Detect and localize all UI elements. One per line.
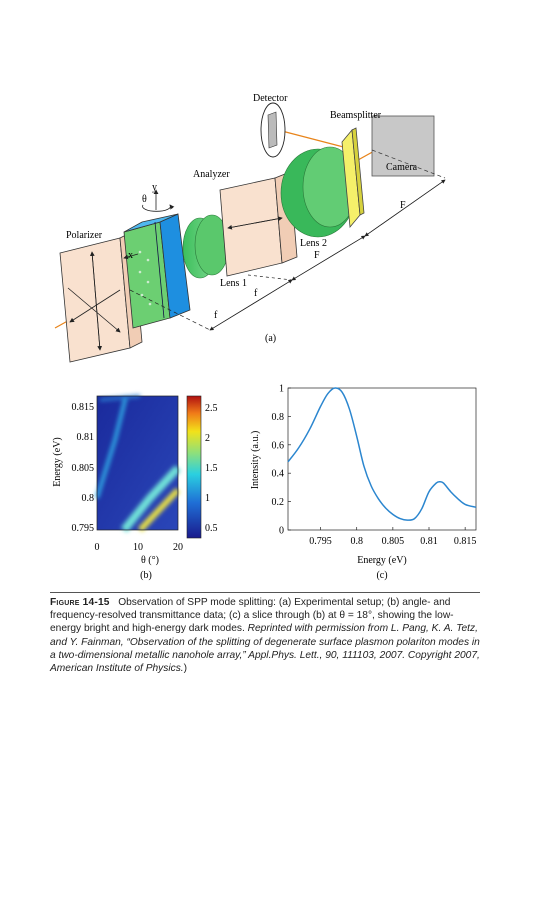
heatmap-ytick: 0.805 xyxy=(72,463,95,474)
panel-c-label: (c) xyxy=(376,570,387,581)
distance-f2-label: f xyxy=(254,288,258,299)
heatmap-ytick: 0.815 xyxy=(72,402,95,413)
lens-2-label: Lens 2 xyxy=(300,238,327,249)
polarizer-label: Polarizer xyxy=(66,230,103,241)
heatmap-ytick: 0.8 xyxy=(82,493,95,504)
chart-xtick-label: 0.8 xyxy=(350,536,363,547)
lens-1-label: Lens 1 xyxy=(220,278,247,289)
dimension-lines xyxy=(129,179,446,331)
detector xyxy=(260,102,286,158)
intensity-chart: 00.20.40.60.810.795 0.8 0.805 0.81 0.815 Int… xyxy=(250,384,477,582)
heatmap-xtick: 0 xyxy=(95,542,100,553)
figure-caption: Figure 14-15 Observation of SPP mode spl… xyxy=(50,596,480,675)
chart-ylabel: Intensity (a.u.) xyxy=(250,431,261,490)
intensity-series-line xyxy=(287,387,477,521)
lens-2 xyxy=(280,146,358,238)
chart-xtick-label: 0.805 xyxy=(382,536,405,547)
y-axis-label: y xyxy=(152,182,157,193)
caption-citation: Reprinted with permission from L. Pang, … xyxy=(50,623,480,675)
heatmap-ytick: 0.81 xyxy=(77,432,95,443)
beamsplitter-label: Beamsplitter xyxy=(330,110,382,121)
caption-rule xyxy=(50,592,480,593)
setup-diagram: Detector Beamsplitter Camera Analyzer Po… xyxy=(54,93,446,363)
heatmap-xtick: 20 xyxy=(173,542,183,553)
colorbar-tick: 1.5 xyxy=(205,463,218,474)
chart-ytick-label: 0.2 xyxy=(272,497,285,508)
colorbar-tick: 1 xyxy=(205,493,210,504)
distance-F2-label: F xyxy=(400,200,406,211)
chart-xtick-label: 0.81 xyxy=(420,536,438,547)
chart-ytick-label: 0 xyxy=(279,526,284,537)
x-axis-label: x xyxy=(128,250,133,261)
chart-ytick-label: 0.4 xyxy=(272,469,285,480)
lens-1 xyxy=(182,214,230,279)
chart-ytick-label: 1 xyxy=(279,384,284,395)
chart-xtick-label: 0.815 xyxy=(454,536,477,547)
heatmap-xtick: 10 xyxy=(133,542,143,553)
chart-xlabel: Energy (eV) xyxy=(357,555,407,566)
detector-label: Detector xyxy=(253,93,288,104)
colorbar-tick: 2.5 xyxy=(205,403,218,414)
beamsplitter xyxy=(341,127,365,228)
caption-close: ) xyxy=(183,663,188,675)
caption-text: Observation of SPP mode splitting: (a) E… xyxy=(50,597,454,635)
analyzer-label: Analyzer xyxy=(193,169,230,180)
heatmap-xlabel: θ (°) xyxy=(141,555,159,566)
heatmap-ylabel: Energy (eV) xyxy=(52,437,63,487)
figure-number: Figure 14-15 xyxy=(50,597,110,608)
sample-holder xyxy=(123,189,191,329)
chart-xtick-label: 0.795 xyxy=(309,536,332,547)
chart-ytick-label: 0.6 xyxy=(272,440,285,451)
camera-label: Camera xyxy=(386,162,418,173)
colorbar-tick: 0.5 xyxy=(205,523,218,534)
heatmap-ytick: 0.795 xyxy=(72,523,95,534)
chart-ytick-label: 0.8 xyxy=(272,412,285,423)
colorbar-tick: 2 xyxy=(205,433,210,444)
distance-f1-label: f xyxy=(214,310,218,321)
distance-F1-label: F xyxy=(314,250,320,261)
heatmap-panel: 0.815 0.81 0.805 0.8 0.795 0 10 20 θ (°)… xyxy=(52,394,218,581)
panel-a-label: (a) xyxy=(265,333,276,344)
theta-label: θ xyxy=(142,194,147,205)
colorbar xyxy=(186,395,202,539)
camera xyxy=(371,115,446,179)
chart-frame xyxy=(287,387,477,531)
panel-b-label: (b) xyxy=(140,570,152,581)
